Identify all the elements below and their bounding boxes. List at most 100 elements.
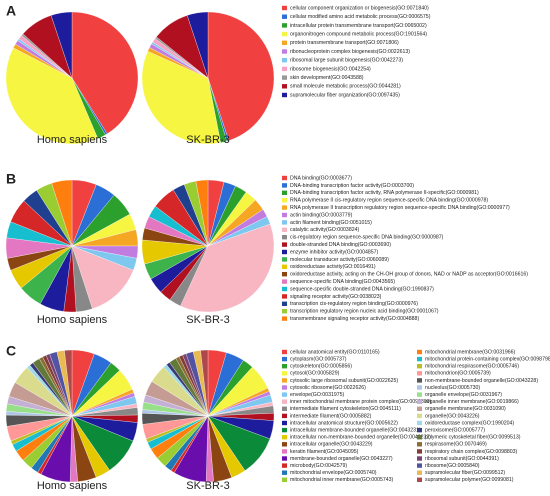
legend-swatch: [282, 406, 287, 411]
legend-label: sequence-specific double-stranded DNA bi…: [290, 286, 434, 292]
legend-label: actin binding(GO:0003779): [290, 212, 353, 218]
legend-label: cytoplasm(GO:0005737): [290, 356, 347, 362]
legend-label: organelle membrane(GO:0031090): [425, 406, 506, 412]
legend-label: transcription regulatory region nucleic …: [290, 309, 439, 315]
legend-label: protein transmembrane transport(GO:00718…: [290, 40, 399, 46]
legend-label: keratin filament(GO:0045095): [290, 449, 359, 455]
legend-label: organelle envelope(GO:0031967): [425, 392, 502, 398]
legend-label: envelope(GO:0031975): [290, 392, 344, 398]
legend-label: intermediate filament(GO:0005882): [290, 413, 372, 419]
legend-swatch: [417, 477, 422, 482]
legend-label: transmembrane signaling receptor activit…: [290, 316, 419, 322]
legend-label: microbody(GO:0042579): [290, 463, 347, 469]
legend-swatch: [282, 442, 287, 447]
legend-label: mitochondrial envelope(GO:0005740): [290, 470, 377, 476]
legend-swatch: [282, 349, 287, 355]
legend-label: intracellular protein transmembrane tran…: [290, 23, 427, 29]
legend-label: non-membrane-bounded organelle(GO:004322…: [425, 378, 538, 384]
legend-swatch: [282, 220, 287, 225]
legend-label: transcription cis-regulatory region bind…: [290, 301, 418, 307]
legend-swatch: [417, 349, 422, 355]
legend-label: cytosol(GO:0005829): [290, 371, 340, 377]
legend-swatch: [282, 183, 287, 188]
legend-label: respiratory chain complex(GO:0098803): [425, 449, 518, 455]
legend-swatch: [417, 442, 422, 447]
legend-swatch: [282, 242, 287, 247]
legend-label: supramolecular polymer(GO:0099081): [425, 477, 514, 483]
legend-swatch: [417, 470, 422, 475]
legend-label: DNA-binding transcription factor activit…: [290, 183, 414, 189]
pie-title: SK-BR-3: [186, 134, 229, 146]
legend-swatch: [417, 435, 422, 440]
legend-label: inner mitochondrial membrane protein com…: [290, 399, 432, 405]
legend-swatch: [282, 31, 287, 37]
pie-title: Homo sapiens: [37, 314, 108, 326]
legend-swatch: [417, 399, 422, 404]
legend-swatch: [417, 456, 422, 461]
pie-slice: [71, 11, 139, 134]
pie-slice: [200, 349, 209, 417]
pie-title: Homo sapiens: [37, 480, 108, 492]
legend-swatch: [417, 356, 422, 362]
legend-label: intracellular organelle(GO:0043229): [290, 442, 373, 448]
legend-swatch: [282, 364, 287, 369]
legend-label: ribosomal large subunit biogenesis(GO:00…: [290, 58, 403, 64]
legend-swatch: [282, 58, 287, 63]
legend-label: polymeric cytoskeletal fiber(GO:0099513): [425, 435, 521, 441]
pie-slice: [195, 179, 209, 247]
legend-swatch: [282, 190, 287, 195]
legend-label: cellular modified amino acid metabolic p…: [290, 14, 431, 20]
legend-swatch: [282, 227, 287, 232]
legend-swatch: [282, 356, 287, 362]
legend-swatch: [282, 14, 287, 19]
legend-swatch: [282, 23, 287, 28]
legend-swatch: [417, 420, 422, 426]
pie-slice: [207, 11, 275, 141]
legend-swatch: [282, 456, 287, 461]
legend-swatch: [282, 272, 287, 277]
legend-swatch: [282, 449, 287, 454]
legend-label: RNA polymerase II transcription regulato…: [290, 205, 510, 211]
legend-label: intracellular membrane-bounded organelle…: [290, 427, 421, 433]
pie-slice: [180, 223, 275, 313]
legend-swatch: [282, 392, 287, 397]
legend-label: ribosome biogenesis(GO:0042254): [290, 66, 371, 72]
legend-label: organelle inner membrane(GO:0019866): [425, 399, 519, 405]
pie-title: SK-BR-3: [186, 480, 229, 492]
pie-slice: [50, 11, 73, 79]
legend-swatch: [417, 392, 422, 397]
legend-label: catalytic activity(GO:0003824): [290, 227, 359, 233]
legend-label: ribosomal subunit(GO:0044391): [425, 456, 499, 462]
legend-swatch: [282, 198, 287, 203]
legend-swatch: [282, 435, 287, 440]
legend-label: ribonucleoprotein complex biogenesis(GO:…: [290, 49, 410, 55]
legend-swatch: [282, 249, 287, 255]
legend-swatch: [282, 279, 287, 284]
legend-swatch: [282, 5, 287, 11]
legend-label: intracellular anatomical structure(GO:00…: [290, 420, 398, 426]
pie-slice: [5, 47, 99, 145]
legend-swatch: [417, 385, 422, 390]
legend-swatch: [282, 66, 287, 72]
legend-label: DNA binding(GO:0003677): [290, 175, 352, 181]
legend-swatch: [282, 385, 287, 390]
legend-label: oxidoreductase activity(GO:0016491): [290, 264, 376, 270]
legend-label: mitochondrion(GO:0005739): [425, 371, 491, 377]
legend-swatch: [417, 364, 422, 369]
legend-label: cellular component organization or bioge…: [290, 5, 429, 11]
legend-label: DNA-binding transcription factor activit…: [290, 190, 479, 196]
legend-swatch: [282, 264, 287, 269]
legend-label: mitochondrial inner membrane(GO:0005743): [290, 477, 393, 483]
legend-swatch: [282, 309, 287, 314]
panel-label: A: [6, 3, 16, 19]
legend-swatch: [282, 427, 287, 433]
legend-swatch: [282, 316, 287, 321]
pie-title: Homo sapiens: [37, 134, 108, 146]
legend-swatch: [282, 477, 287, 482]
legend-swatch: [282, 286, 287, 292]
legend-swatch: [282, 463, 287, 468]
legend-swatch: [417, 406, 422, 411]
legend-swatch: [282, 84, 287, 89]
legend-swatch: [417, 413, 422, 419]
